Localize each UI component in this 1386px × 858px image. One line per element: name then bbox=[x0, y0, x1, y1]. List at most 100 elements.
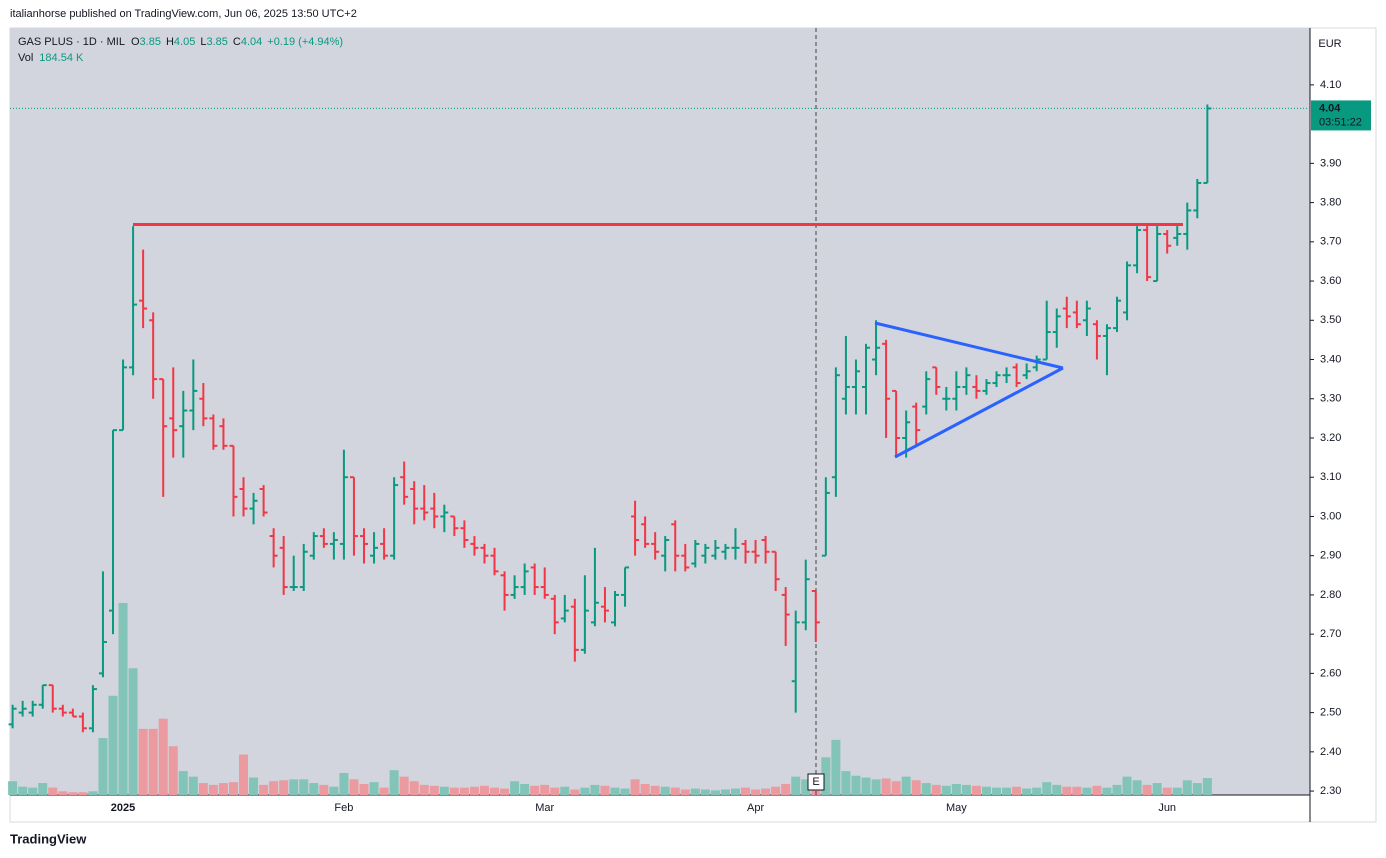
volume-bar bbox=[208, 784, 218, 795]
volume-bar bbox=[48, 787, 58, 795]
volume-bar bbox=[399, 776, 409, 795]
volume-bar bbox=[640, 783, 650, 795]
y-tick-label: 3.70 bbox=[1320, 236, 1341, 248]
volume-bar bbox=[1022, 788, 1032, 795]
volume-bar bbox=[1062, 786, 1072, 795]
legend-o-value: 3.85 bbox=[140, 36, 161, 48]
volume-bar bbox=[771, 786, 781, 795]
volume-bar bbox=[781, 783, 791, 795]
volume-bar bbox=[520, 783, 530, 795]
legend-c-value: 4.04 bbox=[241, 36, 262, 48]
y-tick-label: 4.10 bbox=[1320, 79, 1341, 91]
volume-bar bbox=[500, 788, 510, 795]
volume-bar bbox=[550, 787, 560, 795]
volume-bar bbox=[168, 746, 178, 795]
volume-bar bbox=[1162, 787, 1172, 795]
volume-bar bbox=[68, 792, 78, 795]
y-tick-label: 3.10 bbox=[1320, 471, 1341, 483]
legend-volume: Vol 184.54 K bbox=[18, 52, 84, 64]
volume-bar bbox=[259, 784, 269, 795]
volume-bar bbox=[329, 786, 339, 795]
volume-bar bbox=[1122, 776, 1132, 795]
y-tick-label: 3.00 bbox=[1320, 510, 1341, 522]
publisher-line: italianhorse published on TradingView.co… bbox=[10, 8, 357, 20]
volume-bar bbox=[560, 786, 570, 795]
volume-bar bbox=[650, 785, 660, 795]
volume-bar bbox=[510, 781, 520, 795]
volume-bar bbox=[610, 787, 620, 795]
volume-bar bbox=[1182, 780, 1192, 795]
volume-bar bbox=[831, 739, 841, 795]
volume-bar bbox=[439, 786, 449, 795]
volume-bar bbox=[58, 791, 68, 795]
volume-bar bbox=[108, 695, 118, 795]
volume-bar bbox=[1112, 784, 1122, 795]
volume-bar bbox=[18, 786, 28, 795]
volume-bar bbox=[951, 783, 961, 795]
volume-bar bbox=[239, 754, 249, 795]
volume-bar bbox=[379, 787, 389, 795]
legend-c: C bbox=[233, 36, 241, 48]
volume-bar bbox=[309, 783, 319, 795]
volume-bar bbox=[931, 784, 941, 795]
x-tick-label: May bbox=[946, 802, 967, 814]
volume-bar bbox=[269, 781, 279, 795]
legend-change: +0.19 (+4.94%) bbox=[267, 36, 343, 48]
volume-bar bbox=[1202, 778, 1212, 795]
volume-bar bbox=[339, 772, 349, 795]
volume-bar bbox=[1192, 783, 1202, 795]
volume-bar bbox=[961, 784, 971, 795]
y-tick-label: 2.30 bbox=[1320, 785, 1341, 797]
volume-bar bbox=[188, 776, 198, 795]
brand: TradingView bbox=[10, 831, 87, 846]
volume-bar bbox=[660, 786, 670, 795]
volume-bar bbox=[8, 781, 18, 795]
y-tick-label: 2.60 bbox=[1320, 667, 1341, 679]
volume-bar bbox=[249, 777, 259, 795]
volume-bar bbox=[490, 787, 500, 795]
volume-bar bbox=[791, 776, 801, 795]
volume-bar bbox=[1052, 784, 1062, 795]
volume-bar bbox=[38, 783, 48, 795]
legend-vol-unit: K bbox=[76, 52, 84, 64]
earnings-label: E bbox=[812, 776, 819, 788]
legend-h: H bbox=[166, 36, 174, 48]
volume-bar bbox=[349, 779, 359, 795]
y-tick-label: 2.80 bbox=[1320, 589, 1341, 601]
volume-bar bbox=[1002, 787, 1012, 795]
volume-bar bbox=[218, 783, 228, 795]
volume-bar bbox=[881, 778, 891, 795]
volume-bar bbox=[680, 789, 690, 795]
volume-bar bbox=[1072, 786, 1082, 795]
y-tick-label: 3.90 bbox=[1320, 157, 1341, 169]
x-tick-label: 2025 bbox=[111, 802, 135, 814]
volume-bar bbox=[690, 788, 700, 795]
volume-bar bbox=[1032, 787, 1042, 795]
volume-bar bbox=[761, 788, 771, 795]
volume-bar bbox=[228, 782, 238, 795]
volume-bar bbox=[459, 787, 469, 795]
y-tick-label: 2.70 bbox=[1320, 628, 1341, 640]
y-tick-label: 3.20 bbox=[1320, 432, 1341, 444]
legend-l: L bbox=[200, 36, 206, 48]
volume-bar bbox=[1152, 783, 1162, 795]
volume-bar bbox=[720, 789, 730, 795]
y-tick-label: 3.60 bbox=[1320, 275, 1341, 287]
volume-bar bbox=[479, 785, 489, 795]
volume-bar bbox=[741, 787, 751, 795]
volume-bar bbox=[88, 791, 98, 795]
volume-bar bbox=[1082, 787, 1092, 795]
x-tick-label: Feb bbox=[334, 802, 353, 814]
y-tick-label: 2.50 bbox=[1320, 707, 1341, 719]
earnings-marker[interactable] bbox=[807, 773, 825, 791]
currency[interactable]: EUR bbox=[1318, 38, 1341, 50]
volume-bar bbox=[429, 785, 439, 795]
legend-l-value: 3.85 bbox=[206, 36, 227, 48]
volume-bar bbox=[921, 783, 931, 795]
volume-bar bbox=[851, 775, 861, 795]
x-tick-label: Mar bbox=[535, 802, 554, 814]
volume-bar bbox=[710, 790, 720, 795]
last-price-label: 4.04 bbox=[1319, 102, 1341, 114]
volume-bar bbox=[630, 779, 640, 795]
